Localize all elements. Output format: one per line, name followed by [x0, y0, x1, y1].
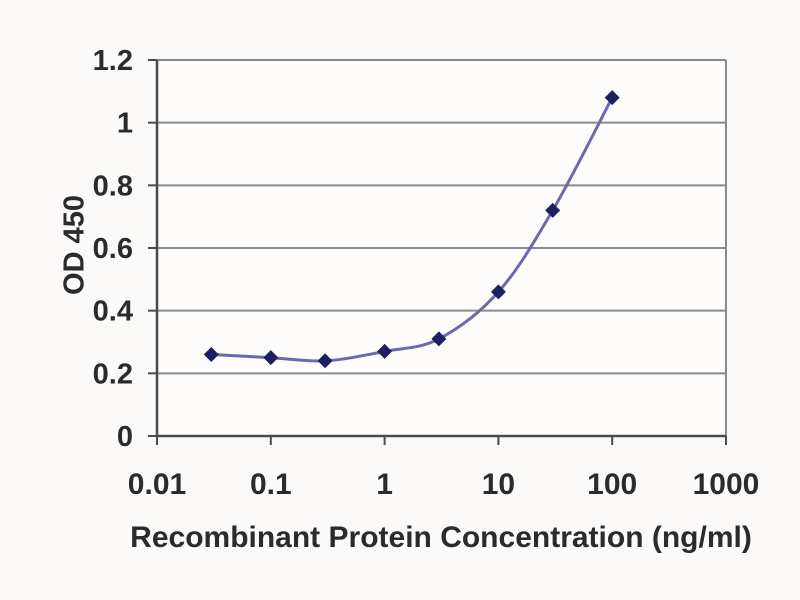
data-point-marker: [490, 284, 506, 300]
y-tick-label: 0.2: [93, 358, 133, 390]
data-point-marker: [203, 347, 219, 363]
data-point-marker: [545, 202, 561, 218]
x-tick-label: 1000: [693, 468, 760, 501]
y-tick-label: 0.6: [93, 233, 133, 265]
y-tick-label: 1: [117, 108, 133, 140]
data-point-marker: [263, 350, 279, 366]
data-point-marker: [317, 353, 333, 369]
x-tick-label: 10: [482, 468, 515, 501]
y-axis-title: OD 450: [58, 195, 91, 295]
x-tick-label: 0.01: [128, 468, 186, 501]
y-tick-label: 1.2: [93, 45, 133, 77]
x-tick-label: 1: [376, 468, 393, 501]
data-point-marker: [377, 343, 393, 359]
y-tick-label: 0: [117, 421, 133, 453]
data-point-marker: [431, 331, 447, 347]
x-tick-label: 0.1: [250, 468, 292, 501]
y-tick-label: 0.4: [93, 296, 133, 328]
data-point-marker: [604, 90, 620, 106]
x-tick-label: 100: [587, 468, 637, 501]
x-axis-title: Recombinant Protein Concentration (ng/ml…: [130, 521, 752, 554]
y-tick-label: 0.8: [93, 170, 133, 202]
